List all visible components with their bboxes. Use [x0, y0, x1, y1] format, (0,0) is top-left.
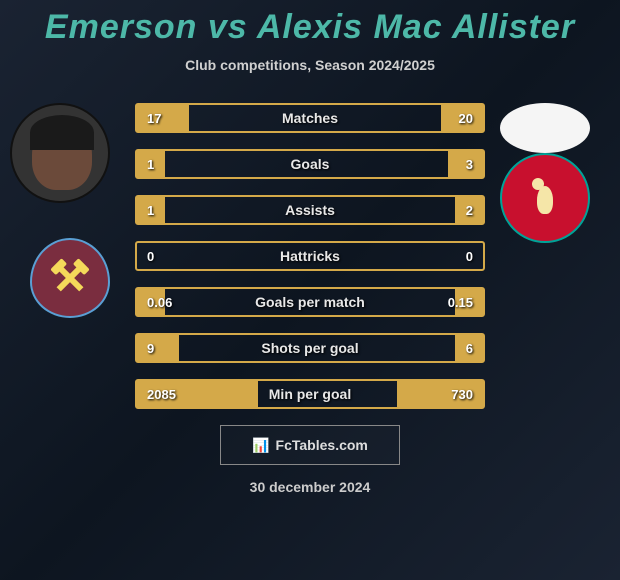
- stat-label: Hattricks: [137, 248, 483, 264]
- club-left-crest: [30, 238, 110, 318]
- stat-row: 12Assists: [135, 195, 485, 225]
- player-right-badge: [500, 103, 590, 153]
- stat-label: Min per goal: [137, 386, 483, 402]
- stat-row: 2085730Min per goal: [135, 379, 485, 409]
- comparison-content: 1720Matches 13Goals 12Assists 00Hattricks 0.…: [0, 103, 620, 409]
- footer-attribution[interactable]: 📊 FcTables.com: [220, 425, 400, 465]
- stat-label: Shots per goal: [137, 340, 483, 356]
- stat-label: Assists: [137, 202, 483, 218]
- chart-icon: 📊: [252, 437, 269, 454]
- page-title: Emerson vs Alexis Mac Allister: [0, 0, 620, 47]
- footer-site-label: FcTables.com: [276, 437, 368, 453]
- stat-row: 1720Matches: [135, 103, 485, 133]
- date-label: 30 december 2024: [0, 479, 620, 495]
- subtitle: Club competitions, Season 2024/2025: [0, 57, 620, 73]
- club-right-crest: [500, 153, 590, 243]
- stat-label: Goals per match: [137, 294, 483, 310]
- stats-container: 1720Matches 13Goals 12Assists 00Hattricks 0.…: [135, 103, 485, 409]
- hammers-icon: [50, 258, 90, 298]
- stat-row: 00Hattricks: [135, 241, 485, 271]
- stat-label: Matches: [137, 110, 483, 126]
- stat-row: 0.060.15Goals per match: [135, 287, 485, 317]
- stat-row: 96Shots per goal: [135, 333, 485, 363]
- liverbird-icon: [530, 178, 560, 218]
- player-left-avatar: [10, 103, 110, 203]
- stat-label: Goals: [137, 156, 483, 172]
- stat-row: 13Goals: [135, 149, 485, 179]
